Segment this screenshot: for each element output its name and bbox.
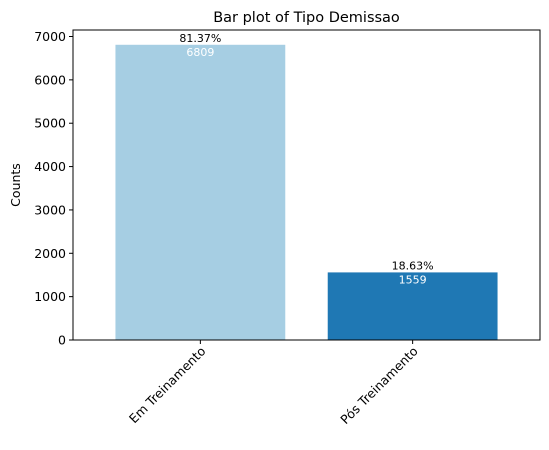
y-tick-label-2: 2000 [34, 246, 66, 261]
bar-1 [327, 272, 498, 340]
x-tick-label-1: Pós Treinamento [337, 344, 420, 427]
y-tick-label-6: 6000 [34, 72, 66, 87]
bars-layer: 81.37%6809 18.63%1559 [115, 32, 498, 341]
y-tick-label-4: 4000 [34, 159, 66, 174]
plot-frame [72, 29, 541, 341]
x-axis: Em Treinamento Pós Treinamento [126, 340, 421, 427]
bar-percent-label-1: 18.63% [392, 259, 434, 272]
y-tick-label-1: 1000 [34, 289, 66, 304]
bar-count-label-0: 6809 [186, 46, 214, 59]
bar-0 [115, 44, 286, 341]
y-tick-label-5: 5000 [34, 116, 66, 131]
chart-title: Bar plot of Tipo Demissao [213, 10, 400, 26]
x-tick-label-0: Em Treinamento [126, 344, 209, 427]
y-tick-label-3: 3000 [34, 202, 66, 217]
y-tick-label-7: 7000 [34, 29, 66, 44]
y-axis: 0 1000 2000 3000 4000 5000 6000 7000 [34, 29, 73, 348]
y-tick-label-0: 0 [58, 333, 66, 348]
bar-percent-label-0: 81.37% [179, 32, 221, 45]
y-axis-label: Counts [8, 163, 23, 207]
bar-count-label-1: 1559 [399, 273, 427, 286]
